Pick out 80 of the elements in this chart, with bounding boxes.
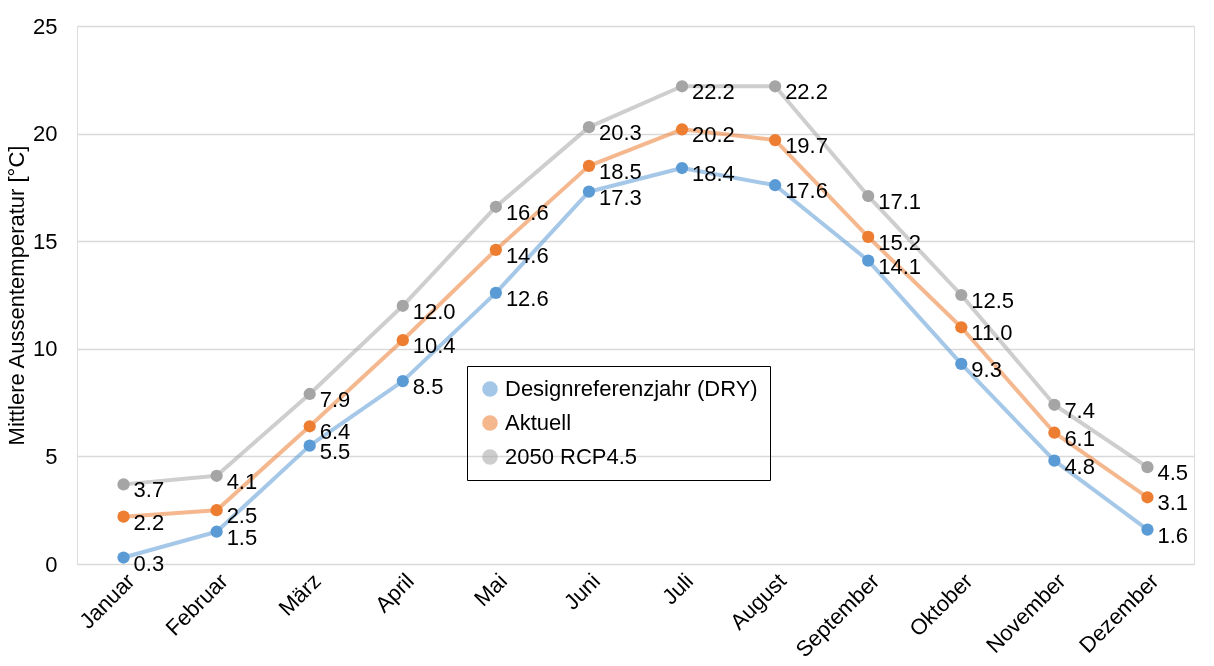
y-tick-label: 15	[33, 228, 58, 254]
y-tick-label: 20	[33, 121, 58, 147]
data-label: 0.3	[133, 550, 165, 576]
point	[1141, 461, 1154, 474]
data-label: 14.6	[505, 242, 549, 268]
data-label: 22.2	[785, 79, 828, 105]
x-tick-label: Mai	[469, 568, 512, 612]
point	[210, 504, 223, 517]
point	[955, 321, 968, 334]
data-label: 17.1	[878, 189, 922, 215]
point	[955, 288, 968, 302]
data-label: 17.3	[598, 184, 642, 210]
point	[303, 439, 316, 452]
point	[1048, 454, 1061, 467]
point	[769, 133, 782, 147]
x-tick-label: Juli	[657, 568, 699, 610]
data-label: 22.2	[692, 79, 735, 105]
point	[489, 286, 502, 299]
data-label: 17.6	[785, 178, 828, 204]
data-label: 14.1	[878, 253, 922, 279]
point	[117, 551, 130, 564]
data-label: 12.5	[971, 288, 1015, 313]
point	[862, 254, 875, 267]
point	[1141, 491, 1154, 504]
data-label: 18.5	[598, 158, 642, 184]
legend-label: Aktuell	[505, 410, 572, 435]
point	[1048, 426, 1061, 439]
data-label: 6.1	[1064, 425, 1095, 451]
point	[582, 121, 596, 134]
point	[396, 374, 409, 388]
point	[1048, 398, 1061, 411]
point	[210, 525, 223, 538]
point	[303, 387, 316, 401]
data-label: 12.0	[412, 298, 456, 324]
point	[489, 243, 502, 256]
data-label: 18.4	[692, 161, 735, 187]
point	[862, 230, 875, 244]
data-label: 4.8	[1064, 453, 1095, 479]
data-label: 20.3	[598, 120, 642, 146]
data-label: 2.2	[133, 509, 165, 535]
point	[769, 179, 782, 192]
point	[675, 80, 689, 93]
point	[489, 200, 502, 213]
legend-label: 2050 RCP4.5	[505, 444, 638, 469]
point	[675, 161, 689, 175]
data-label: 11.0	[971, 320, 1013, 346]
y-tick-label: 10	[33, 336, 58, 362]
data-label: 12.6	[505, 285, 549, 311]
point	[117, 478, 130, 491]
data-label: 4.1	[226, 468, 258, 494]
data-label: 7.4	[1064, 397, 1095, 423]
data-label: 1.6	[1157, 522, 1189, 548]
legend-label: Designreferenzjahr (DRY)	[505, 376, 758, 401]
point	[396, 299, 409, 312]
data-label: 7.9	[319, 386, 351, 412]
point	[769, 80, 782, 93]
point	[862, 189, 875, 203]
data-label: 19.7	[785, 133, 828, 159]
data-label: 20.2	[692, 122, 735, 148]
point	[955, 357, 968, 370]
data-label: 8.5	[412, 374, 444, 400]
data-label: 16.6	[505, 199, 549, 225]
point	[210, 469, 223, 482]
point	[675, 123, 689, 136]
data-label: 9.3	[971, 356, 1002, 382]
data-label: 3.1	[1157, 490, 1189, 516]
data-label: 10.4	[412, 333, 456, 359]
y-tick-label: 25	[33, 13, 58, 39]
point	[1141, 523, 1154, 536]
data-label: 4.5	[1157, 460, 1189, 486]
point	[582, 159, 596, 172]
y-axis-title: Mittlere Aussentemperatur [°C]	[4, 145, 30, 446]
data-label: 15.2	[878, 229, 922, 255]
y-tick-label: 5	[45, 443, 58, 469]
data-label: 3.7	[133, 477, 165, 503]
point	[396, 334, 409, 347]
point	[303, 420, 316, 433]
point	[117, 510, 130, 523]
y-tick-label: 0	[45, 551, 58, 577]
point	[582, 185, 596, 198]
